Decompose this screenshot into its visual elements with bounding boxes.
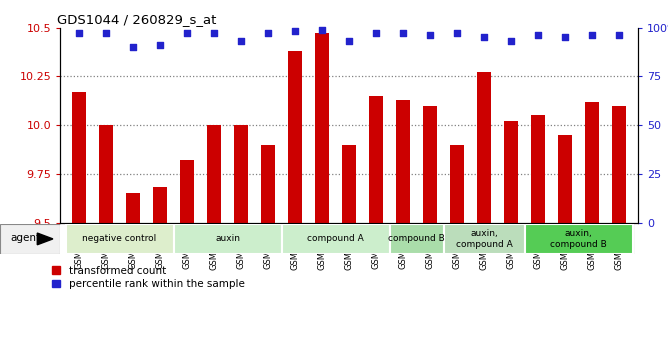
Point — [560, 34, 570, 40]
Text: auxin: auxin — [215, 234, 240, 244]
Point — [128, 44, 138, 50]
Point — [506, 39, 516, 44]
Point — [155, 42, 166, 48]
Bar — [389, 224, 444, 254]
Text: GDS1044 / 260829_s_at: GDS1044 / 260829_s_at — [57, 13, 216, 27]
Polygon shape — [37, 233, 53, 245]
Bar — [206, 125, 222, 223]
Bar — [444, 224, 524, 254]
Point — [208, 31, 219, 36]
Bar — [369, 96, 383, 223]
Point — [290, 29, 301, 34]
Point — [371, 31, 381, 36]
Text: agent: agent — [11, 233, 41, 243]
Point — [182, 31, 192, 36]
Bar — [530, 115, 546, 223]
Bar — [558, 135, 572, 223]
Bar — [315, 33, 329, 223]
Bar — [152, 187, 168, 223]
Bar — [584, 102, 599, 223]
Bar — [65, 224, 174, 254]
Bar — [524, 224, 633, 254]
Bar — [174, 224, 281, 254]
Point — [452, 31, 462, 36]
Bar — [423, 106, 438, 223]
Text: compound B: compound B — [388, 234, 445, 244]
Bar — [180, 160, 194, 223]
Legend: transformed count, percentile rank within the sample: transformed count, percentile rank withi… — [52, 266, 244, 289]
Bar — [450, 145, 464, 223]
Point — [236, 39, 246, 44]
Bar — [504, 121, 518, 223]
Bar — [612, 106, 627, 223]
Point — [587, 33, 597, 38]
Bar — [234, 125, 248, 223]
Bar — [71, 92, 86, 223]
Bar — [395, 100, 410, 223]
Point — [479, 34, 490, 40]
Text: auxin,
compound A: auxin, compound A — [456, 229, 512, 249]
Bar — [341, 145, 357, 223]
Bar — [99, 125, 114, 223]
Bar — [281, 224, 389, 254]
Point — [317, 27, 327, 32]
Bar — [476, 72, 492, 223]
Text: compound A: compound A — [307, 234, 364, 244]
Point — [532, 33, 543, 38]
Point — [343, 39, 354, 44]
Point — [397, 31, 408, 36]
Bar — [261, 145, 275, 223]
Text: auxin,
compound B: auxin, compound B — [550, 229, 607, 249]
Bar — [288, 51, 303, 223]
Point — [614, 33, 625, 38]
Point — [263, 31, 273, 36]
Point — [73, 31, 84, 36]
Text: negative control: negative control — [82, 234, 157, 244]
Bar — [126, 193, 140, 223]
Point — [425, 33, 436, 38]
Point — [101, 31, 112, 36]
